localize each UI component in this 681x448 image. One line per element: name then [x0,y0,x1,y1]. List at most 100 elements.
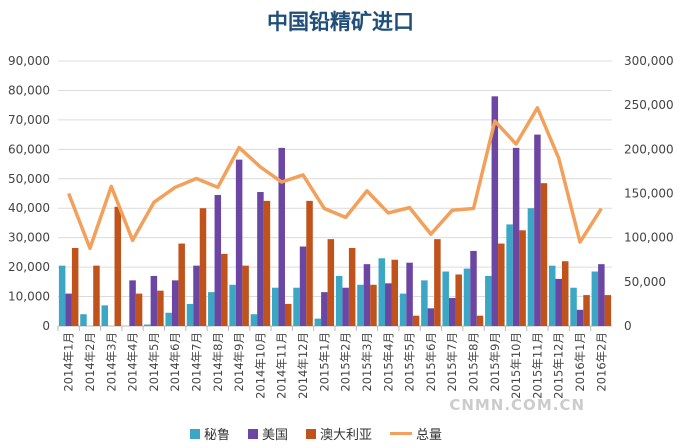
bar-澳大利亚-2015年3月 [370,284,377,326]
bar-美国-2014年9月 [235,159,243,326]
y-left-tick-label: 30,000 [8,231,50,245]
y-left-tick-label: 20,000 [8,260,50,274]
bar-澳大利亚-2014年7月 [199,208,207,326]
bar-美国-2014年4月 [129,280,136,326]
x-tick-label: 2015年2月 [339,332,353,392]
bar-澳大利亚-2016年2月 [604,295,612,326]
x-tick-label: 2015年8月 [467,332,481,392]
bar-秘鲁-2014年7月 [186,303,194,326]
x-tick-label: 2015年4月 [381,332,395,392]
bar-美国-2015年1月 [321,292,328,326]
bar-澳大利亚-2014年11月 [284,303,292,326]
bar-秘鲁-2014年10月 [250,314,258,326]
bar-秘鲁-2015年4月 [378,258,386,326]
bar-美国-2014年1月 [65,293,72,326]
x-tick-label: 2015年6月 [424,332,438,392]
bar-美国-2015年6月 [427,308,435,326]
x-tick-label: 2015年7月 [445,332,459,392]
bar-澳大利亚-2014年4月 [135,293,143,326]
bar-秘鲁-2015年7月 [442,271,449,326]
bar-澳大利亚-2015年11月 [540,183,548,326]
bar-澳大利亚-2014年5月 [157,290,164,326]
x-tick-label: 2015年5月 [403,332,417,392]
legend-label: 秘鲁 [204,428,231,443]
bar-澳大利亚-2015年7月 [455,274,462,326]
legend-label: 美国 [262,428,289,443]
bar-澳大利亚-2015年8月 [476,315,484,326]
bar-美国-2015年3月 [363,264,371,326]
bar-美国-2015年5月 [406,262,413,326]
bar-澳大利亚-2015年12月 [561,261,569,326]
bar-秘鲁-2014年8月 [208,292,215,326]
bar-秘鲁-2016年1月 [570,287,577,326]
bar-秘鲁-2014年3月 [101,305,109,326]
bar-秘鲁-2014年12月 [293,287,300,326]
x-tick-label: 2014年10月 [253,332,267,399]
bar-秘鲁-2015年1月 [314,318,322,326]
x-tick-label: 2015年10月 [509,332,523,399]
y-left-tick-label: 50,000 [8,172,50,186]
legend-item: 总量 [390,424,442,443]
y-left-tick-label: 40,000 [8,201,50,215]
y-left-tick-label: 90,000 [8,54,50,68]
bar-澳大利亚-2015年5月 [412,315,420,326]
bar-澳大利亚-2014年1月 [71,247,79,326]
y-right-tick-label: 300,000 [624,54,674,68]
bar-美国-2015年10月 [512,147,520,326]
x-tick-label: 2015年11月 [530,332,544,399]
bar-澳大利亚-2015年4月 [391,259,399,326]
bar-澳大利亚-2015年9月 [498,243,505,326]
bar-秘鲁-2015年2月 [335,275,343,326]
bar-美国-2014年11月 [278,147,285,326]
y-right-tick-label: 200,000 [624,142,674,156]
bar-秘鲁-2014年6月 [165,312,172,326]
y-left-tick-label: 10,000 [8,290,50,304]
x-tick-label: 2014年5月 [147,332,161,392]
x-tick-label: 2014年8月 [211,332,225,392]
legend-label: 总量 [416,428,443,443]
bar-澳大利亚-2014年2月 [93,265,100,326]
legend-swatch [390,432,413,435]
y-left-tick-label: 0 [42,319,50,333]
y-right-tick-label: 250,000 [624,98,674,112]
bar-秘鲁-2014年1月 [58,265,66,326]
bar-澳大利亚-2016年1月 [583,295,590,326]
legend-item: 澳大利亚 [306,424,372,443]
y-left-tick-label: 80,000 [8,83,50,97]
x-tick-label: 2016年1月 [573,332,587,392]
legend-swatch [306,428,317,439]
bar-秘鲁-2015年5月 [399,293,407,326]
x-tick-label: 2014年2月 [83,332,97,392]
bar-澳大利亚-2014年12月 [306,200,313,326]
bar-秘鲁-2014年9月 [229,284,236,326]
watermark: CNMN.COM.CN [449,396,585,414]
bar-美国-2014年8月 [214,194,222,326]
bar-秘鲁-2015年3月 [357,284,364,326]
legend-swatch [248,428,259,439]
line-总量 [67,106,603,251]
bar-美国-2016年1月 [576,309,584,326]
chart-title: 中国铅精矿进口 [267,9,414,34]
y-right-tick-label: 150,000 [624,187,674,201]
legend-swatch [190,428,200,439]
bar-秘鲁-2016年2月 [591,271,599,326]
bar-美国-2015年2月 [342,287,349,326]
y-left-tick-label: 70,000 [8,113,50,127]
x-tick-label: 2015年3月 [360,332,374,392]
bar-秘鲁-2015年8月 [463,268,471,326]
bar-美国-2015年7月 [448,298,456,326]
bar-美国-2014年6月 [171,280,179,326]
y-right-tick-label: 100,000 [624,231,674,245]
bar-秘鲁-2015年9月 [485,275,492,326]
bar-美国-2015年12月 [555,278,562,326]
x-tick-label: 2015年9月 [488,332,502,392]
x-tick-label: 2014年3月 [104,332,118,392]
bar-澳大利亚-2014年9月 [242,265,249,326]
legend-label: 澳大利亚 [320,428,373,443]
bar-秘鲁-2014年2月 [80,314,87,326]
x-tick-label: 2014年4月 [126,332,140,392]
bar-美国-2015年11月 [534,134,541,326]
bar-澳大利亚-2014年3月 [114,206,122,326]
